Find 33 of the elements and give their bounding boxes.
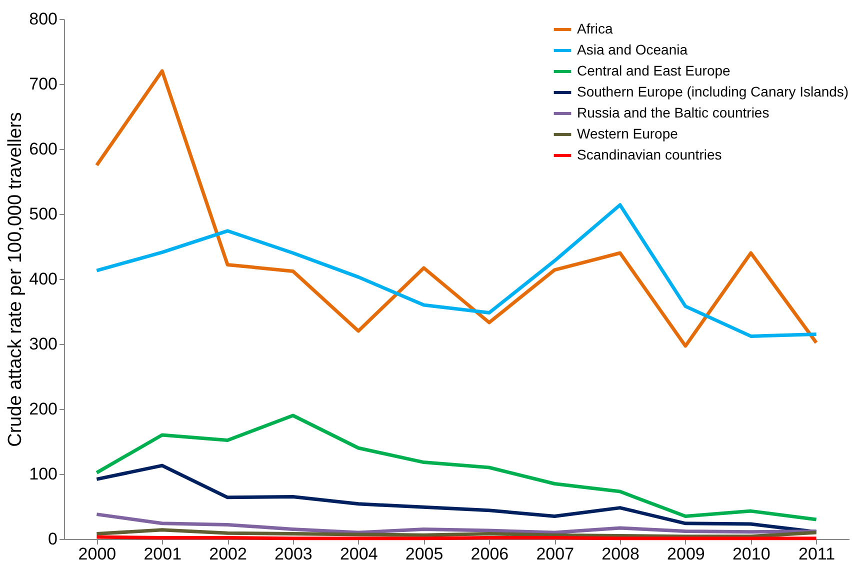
- y-tick-label: 300: [29, 334, 58, 354]
- legend-label: Africa: [577, 20, 613, 36]
- y-tick-label: 800: [29, 10, 58, 28]
- x-tick-label: 2000: [78, 544, 116, 564]
- x-tick-label: 2005: [405, 544, 444, 564]
- x-tick-label: 2003: [274, 544, 312, 564]
- legend-label: Russia and the Baltic countries: [577, 104, 770, 120]
- x-tick-label: 2002: [209, 544, 247, 564]
- line-series: [94, 528, 818, 538]
- y-tick-label: 100: [29, 464, 58, 484]
- y-tick-label: 600: [29, 140, 58, 158]
- y-tick-label: 700: [29, 74, 58, 94]
- x-tick-label: 2011: [798, 544, 836, 564]
- x-tick-label: 2008: [602, 544, 640, 564]
- legend-label: Western Europe: [577, 126, 678, 142]
- line-series: [94, 203, 818, 338]
- x-tick-label: 2010: [732, 544, 770, 564]
- x-tick-label: 2009: [667, 544, 705, 564]
- legend-label: Southern Europe (including Canary Islands): [577, 84, 849, 100]
- x-tick-label: 2007: [536, 544, 574, 564]
- x-tick-label: 2001: [144, 544, 182, 564]
- x-tick-label: 2004: [340, 544, 378, 564]
- legend-label: Central and East Europe: [577, 62, 731, 78]
- y-axis-title: Crude attack rate per 100,000 travellers: [5, 112, 26, 447]
- legend-label: Asia and Oceania: [577, 42, 688, 58]
- y-tick-label: 200: [29, 400, 58, 418]
- line-series: [94, 414, 818, 522]
- y-tick-label: 400: [29, 270, 58, 288]
- y-tick-label: 0: [48, 530, 58, 548]
- y-tick-label: 500: [29, 204, 58, 224]
- x-tick-label: 2006: [470, 544, 509, 564]
- line-series: [94, 512, 818, 534]
- legend-label: Scandinavian countries: [577, 146, 722, 162]
